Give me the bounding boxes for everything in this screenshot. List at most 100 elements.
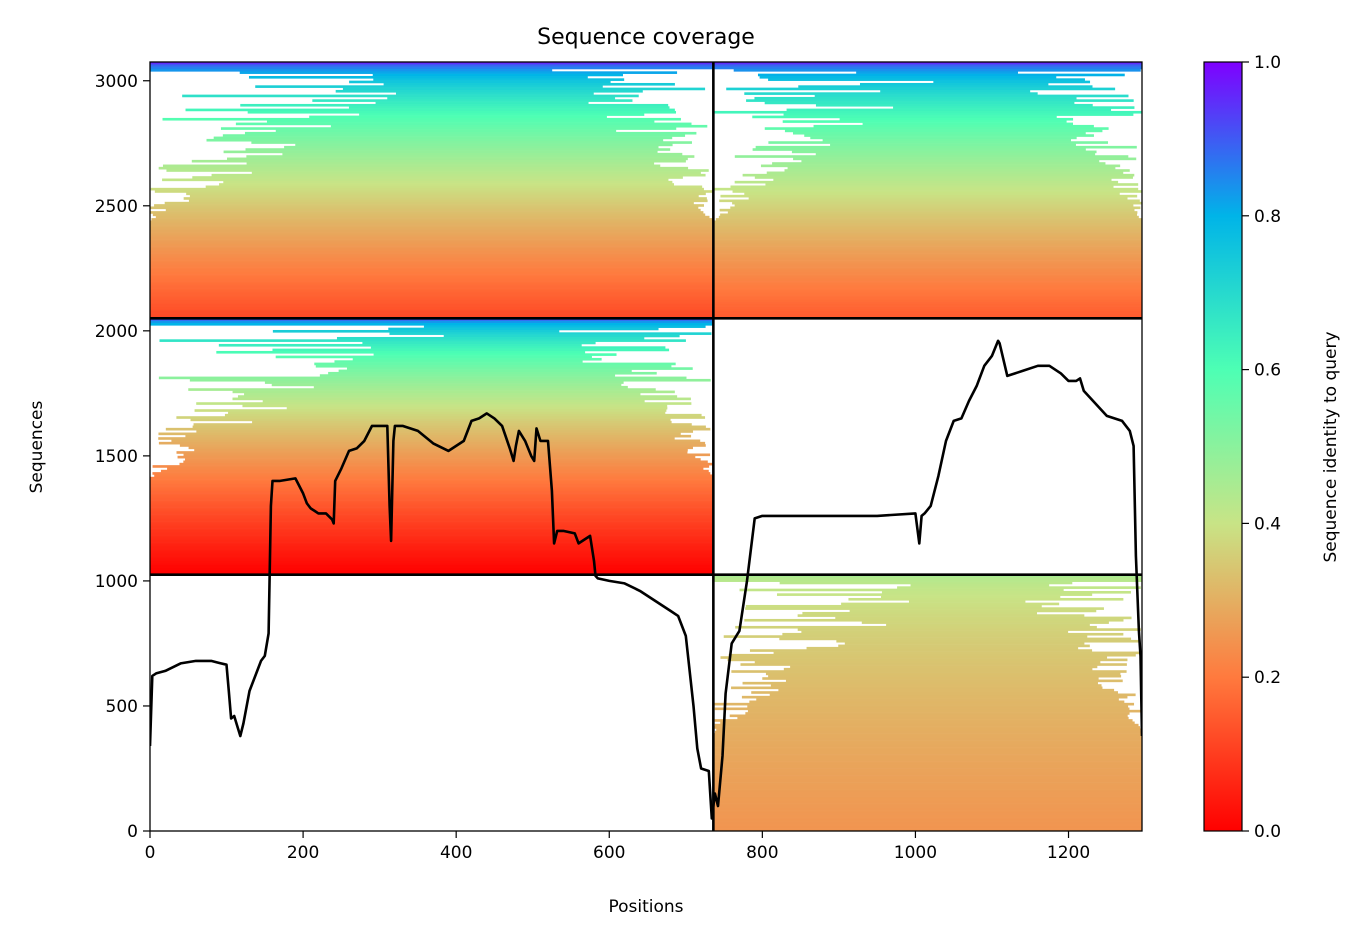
msa-row <box>784 129 1103 133</box>
msa-row <box>232 390 675 394</box>
msa-row <box>224 413 702 417</box>
msa-row <box>768 78 1085 81</box>
msa-row <box>164 201 694 205</box>
msa-row <box>150 297 714 300</box>
msa-row <box>150 262 714 266</box>
msa-row <box>245 148 671 151</box>
msa-row <box>387 96 616 100</box>
msa-row <box>729 714 1128 718</box>
msa-row <box>191 159 686 163</box>
msa-row <box>150 306 714 310</box>
msa-row <box>206 138 664 142</box>
msa-row <box>752 115 1057 119</box>
msa-row <box>713 64 1142 67</box>
msa-row <box>150 250 714 254</box>
msa-row <box>150 248 714 252</box>
msa-row <box>309 115 607 119</box>
msa-row <box>150 253 714 256</box>
segment-boundary-layer <box>150 62 1142 831</box>
msa-row <box>223 150 658 154</box>
msa-row <box>155 215 710 219</box>
msa-row <box>713 576 1142 580</box>
msa-row <box>713 740 1142 743</box>
msa-row <box>246 162 655 165</box>
msa-row <box>295 143 673 147</box>
msa-row <box>150 232 714 235</box>
msa-row <box>897 586 1141 589</box>
msa-row <box>150 311 714 314</box>
msa-row <box>713 812 1142 815</box>
msa-row <box>150 211 704 214</box>
msa-row <box>150 544 714 548</box>
msa-row <box>713 248 1142 252</box>
msa-row <box>713 747 1142 750</box>
msa-row <box>841 602 1060 606</box>
msa-row <box>150 187 704 191</box>
msa-row <box>784 169 1130 172</box>
msa-row <box>150 516 714 520</box>
msa-row <box>713 821 1142 825</box>
msa-row <box>183 197 707 200</box>
colorbar-tick-label: 1.0 <box>1254 53 1281 73</box>
msa-row <box>713 805 1142 808</box>
msa-row <box>713 220 1142 224</box>
msa-row <box>335 89 643 93</box>
msa-row <box>768 141 1109 144</box>
coverage-line-layer <box>150 339 1142 820</box>
msa-row <box>211 173 706 177</box>
msa-row <box>713 239 1142 242</box>
x-tick-label: 200 <box>287 843 319 863</box>
msa-row <box>328 371 657 375</box>
msa-row <box>150 276 714 280</box>
msa-row <box>196 402 692 405</box>
msa-row <box>713 782 1142 785</box>
msa-row <box>150 206 699 210</box>
msa-row <box>734 180 1119 184</box>
msa-row <box>720 194 1138 198</box>
msa-row <box>715 218 1142 221</box>
msa-row <box>713 756 1142 760</box>
msa-row <box>714 730 1142 734</box>
msa-row <box>713 269 1142 273</box>
colorbar-tick-label: 0.0 <box>1254 822 1281 842</box>
msa-row <box>423 325 706 328</box>
msa-row <box>272 348 670 352</box>
msa-row <box>286 406 668 410</box>
msa-row <box>713 810 1142 813</box>
msa-row <box>150 220 714 224</box>
msa-row <box>713 276 1142 280</box>
colorbar-ticks: 0.0 0.2 0.4 0.6 0.8 1.0 <box>1242 53 1281 842</box>
msa-row <box>719 208 1135 212</box>
msa-row <box>754 176 1133 179</box>
msa-row <box>150 274 714 277</box>
msa-row <box>713 62 1142 65</box>
msa-row <box>720 213 1138 217</box>
msa-row <box>150 236 714 240</box>
msa-row <box>185 458 701 461</box>
msa-row <box>766 171 1124 175</box>
msa-row <box>150 68 553 72</box>
msa-row <box>162 178 669 182</box>
chain2-msa-unpaired-block <box>713 62 1142 319</box>
msa-row <box>801 630 1069 634</box>
msa-row <box>713 285 1142 289</box>
msa-row <box>732 201 1142 205</box>
msa-row <box>759 75 1057 79</box>
msa-row <box>150 486 714 489</box>
x-tick-label: 600 <box>593 843 625 863</box>
msa-row <box>713 798 1142 802</box>
msa-row <box>150 241 714 245</box>
chain1-msa-unpaired-block <box>150 62 714 319</box>
msa-row <box>271 383 622 387</box>
msa-row <box>740 663 1127 666</box>
msa-row <box>713 749 1142 753</box>
msa-row <box>255 85 603 88</box>
msa-row <box>192 425 706 429</box>
msa-row <box>372 73 623 77</box>
msa-row <box>849 609 1097 613</box>
msa-row <box>713 309 1142 312</box>
msa-row <box>150 318 714 321</box>
msa-row <box>713 246 1142 249</box>
msa-row <box>232 397 691 401</box>
msa-row <box>765 183 1139 186</box>
